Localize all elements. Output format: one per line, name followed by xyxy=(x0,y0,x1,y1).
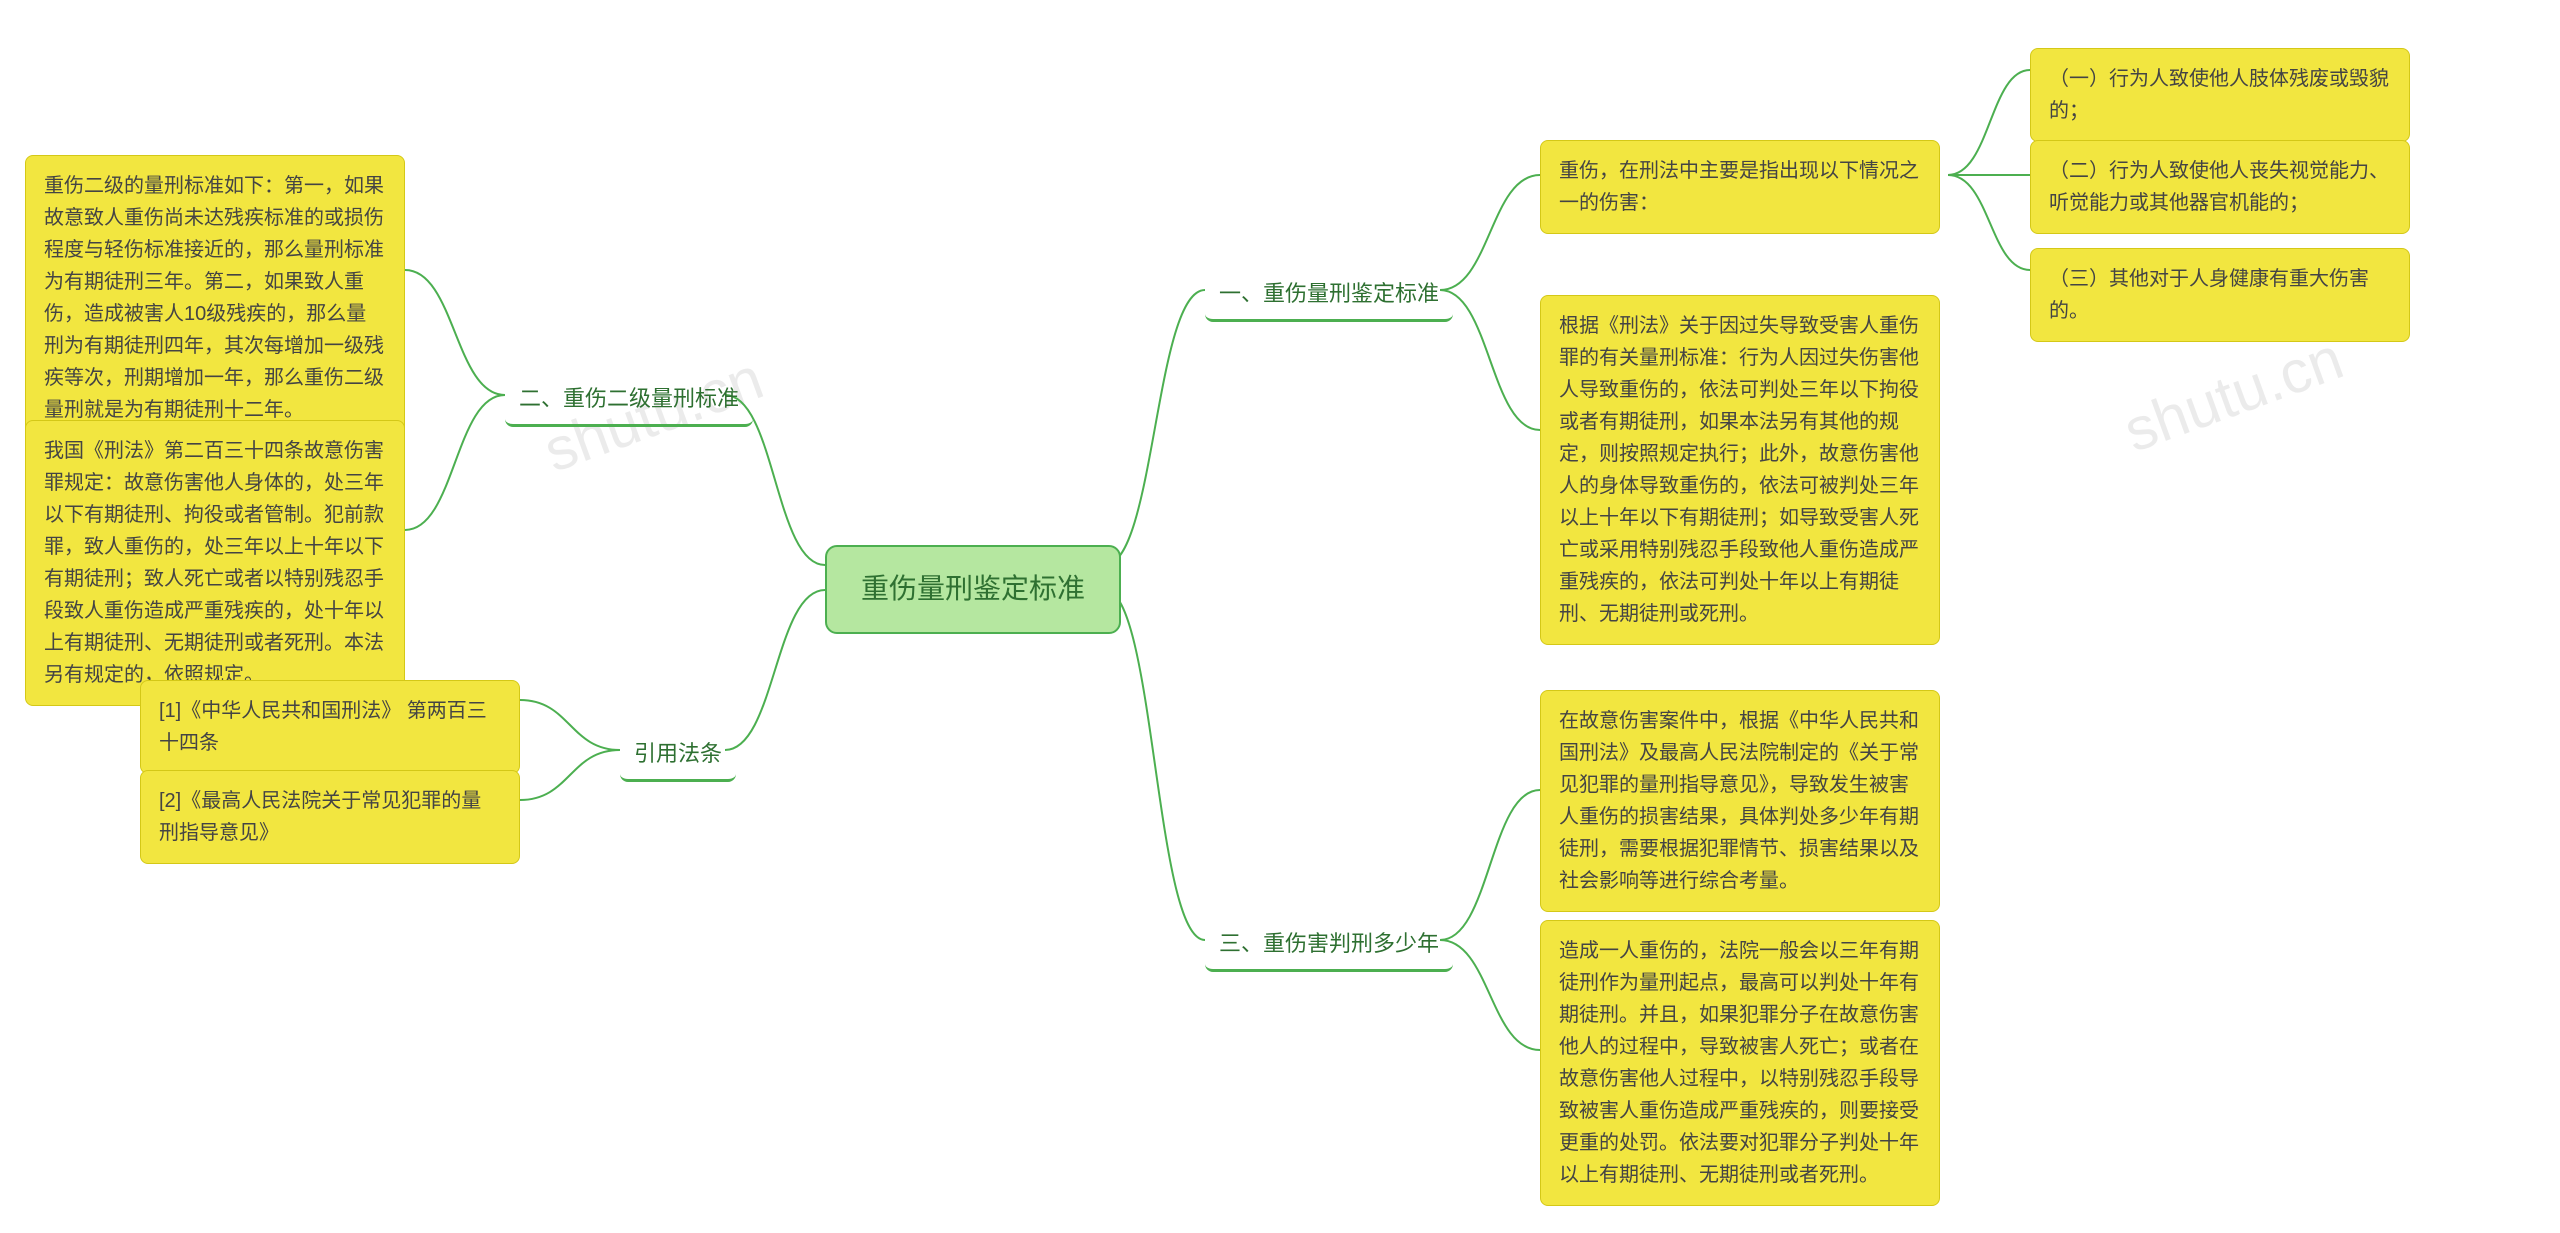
leaf-b3-l2: 造成一人重伤的，法院一般会以三年有期徒刑作为量刑起点，最高可以判处十年有期徒刑。… xyxy=(1540,920,1940,1206)
leaf-b4-l2: [2]《最高人民法院关于常见犯罪的量刑指导意见》 xyxy=(140,770,520,864)
leaf-b1-l1-s2: （二）行为人致使他人丧失视觉能力、听觉能力或其他器官机能的； xyxy=(2030,140,2410,234)
leaf-b4-l2-text: [2]《最高人民法院关于常见犯罪的量刑指导意见》 xyxy=(159,790,481,844)
leaf-b1-l1-text: 重伤，在刑法中主要是指出现以下情况之一的伤害： xyxy=(1559,160,1919,214)
branch-2: 二、重伤二级量刑标准 xyxy=(505,373,753,427)
branch-4-text: 引用法条 xyxy=(634,741,722,766)
watermark: shutu.cn xyxy=(2115,323,2352,465)
leaf-b4-l1-text: [1]《中华人民共和国刑法》 第两百三十四条 xyxy=(159,700,487,754)
branch-3: 三、重伤害判刑多少年 xyxy=(1205,918,1453,972)
leaf-b2-l2: 我国《刑法》第二百三十四条故意伤害罪规定：故意伤害他人身体的，处三年以下有期徒刑… xyxy=(25,420,405,706)
branch-4: 引用法条 xyxy=(620,728,736,782)
leaf-b2-l1-text: 重伤二级的量刑标准如下：第一，如果故意致人重伤尚未达残疾标准的或损伤程度与轻伤标… xyxy=(44,175,384,421)
root-node: 重伤量刑鉴定标准 xyxy=(825,545,1121,634)
root-text: 重伤量刑鉴定标准 xyxy=(861,573,1085,604)
leaf-b1-l2: 根据《刑法》关于因过失导致受害人重伤罪的有关量刑标准：行为人因过失伤害他人导致重… xyxy=(1540,295,1940,645)
branch-1-text: 一、重伤量刑鉴定标准 xyxy=(1219,281,1439,306)
leaf-b1-l1-s1: （一）行为人致使他人肢体残废或毁貌的； xyxy=(2030,48,2410,142)
branch-1: 一、重伤量刑鉴定标准 xyxy=(1205,268,1453,322)
leaf-b3-l1-text: 在故意伤害案件中，根据《中华人民共和国刑法》及最高人民法院制定的《关于常见犯罪的… xyxy=(1559,710,1919,892)
leaf-b1-l2-text: 根据《刑法》关于因过失导致受害人重伤罪的有关量刑标准：行为人因过失伤害他人导致重… xyxy=(1559,315,1919,625)
leaf-b1-l1-s3: （三）其他对于人身健康有重大伤害的。 xyxy=(2030,248,2410,342)
leaf-b1-l1-s3-text: （三）其他对于人身健康有重大伤害的。 xyxy=(2049,268,2369,322)
leaf-b1-l1-s2-text: （二）行为人致使他人丧失视觉能力、听觉能力或其他器官机能的； xyxy=(2049,160,2389,214)
leaf-b4-l1: [1]《中华人民共和国刑法》 第两百三十四条 xyxy=(140,680,520,774)
leaf-b3-l1: 在故意伤害案件中，根据《中华人民共和国刑法》及最高人民法院制定的《关于常见犯罪的… xyxy=(1540,690,1940,912)
leaf-b1-l1: 重伤，在刑法中主要是指出现以下情况之一的伤害： xyxy=(1540,140,1940,234)
branch-2-text: 二、重伤二级量刑标准 xyxy=(519,386,739,411)
leaf-b2-l2-text: 我国《刑法》第二百三十四条故意伤害罪规定：故意伤害他人身体的，处三年以下有期徒刑… xyxy=(44,440,384,686)
leaf-b1-l1-s1-text: （一）行为人致使他人肢体残废或毁貌的； xyxy=(2049,68,2389,122)
leaf-b2-l1: 重伤二级的量刑标准如下：第一，如果故意致人重伤尚未达残疾标准的或损伤程度与轻伤标… xyxy=(25,155,405,441)
leaf-b3-l2-text: 造成一人重伤的，法院一般会以三年有期徒刑作为量刑起点，最高可以判处十年有期徒刑。… xyxy=(1559,940,1919,1186)
branch-3-text: 三、重伤害判刑多少年 xyxy=(1219,931,1439,956)
